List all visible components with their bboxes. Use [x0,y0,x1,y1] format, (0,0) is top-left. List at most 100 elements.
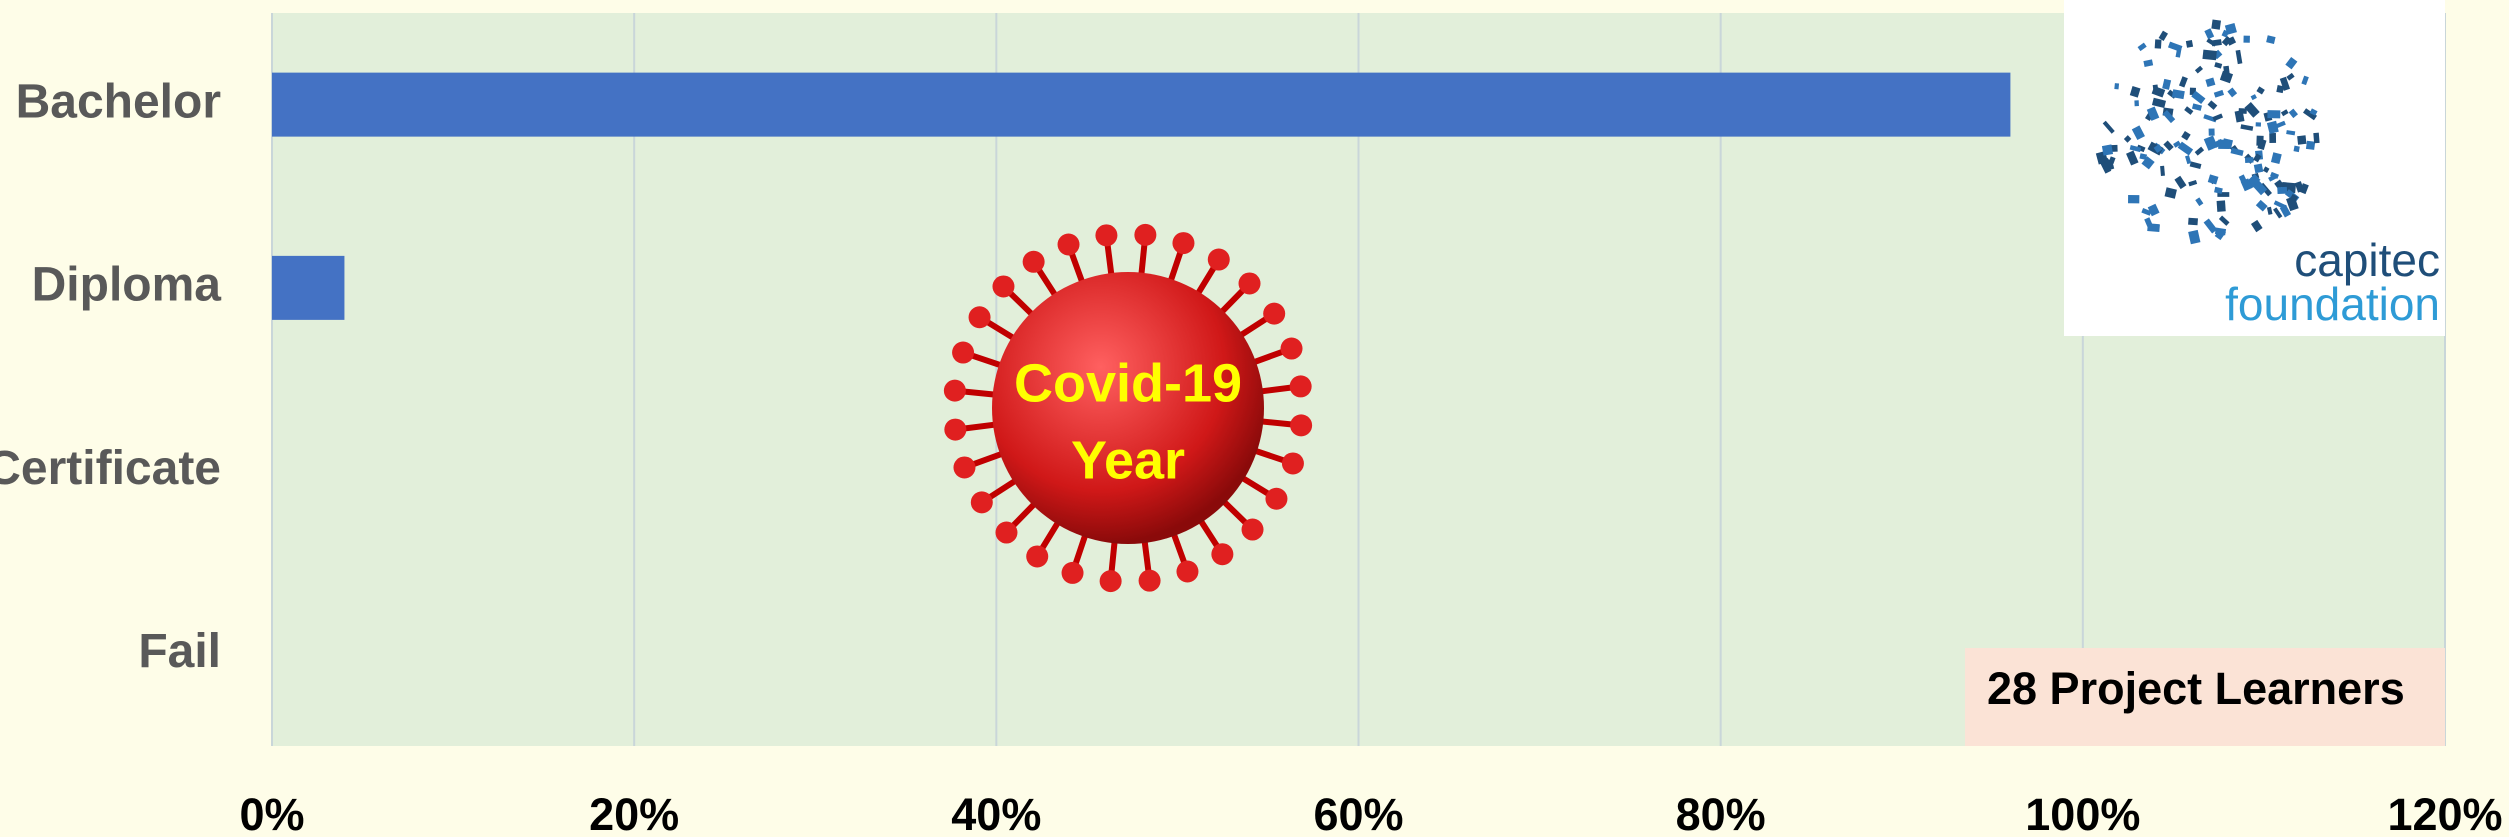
x-tick-label: 20% [589,789,679,837]
x-tick-label: 100% [2025,789,2140,837]
logo-glyph [2280,109,2289,117]
logo-glyph [2144,217,2154,231]
logo-glyph [2235,49,2243,65]
logo-glyph [2286,72,2295,81]
virus-spike-tip [995,521,1018,544]
logo-glyph [2181,130,2191,141]
logo-glyph [2250,94,2257,101]
logo-glyph [2255,122,2262,127]
logo-glyph [2195,197,2204,207]
logo-glyph [2126,150,2139,166]
logo-glyph [2270,152,2282,165]
logo-glyph [2305,140,2316,150]
annotation: Covid-19 [1014,353,1242,413]
logo-glyph [2285,56,2298,70]
logo-glyph [2253,153,2262,163]
logo-glyph [2158,30,2168,41]
virus-spike-tip [1263,302,1286,325]
logo-glyph [2164,187,2177,199]
virus-spike-tip [1022,250,1045,273]
virus-spike-tip [992,275,1015,298]
logo-glyph [2208,128,2215,136]
logo-glyph [2129,86,2141,98]
logo-glyph [2213,89,2225,98]
logo-glyph [2160,165,2165,176]
virus-spike-tip [1241,518,1264,541]
logo-glyph [2268,174,2277,182]
logo-glyph [2189,161,2202,170]
logo-glyph [2207,174,2219,185]
logo-glyph [2244,157,2254,163]
logo-glyph [2218,215,2230,226]
logo-glyph [2288,108,2298,119]
logo-glyph [2203,218,2218,234]
logo-glyph [2191,103,2202,111]
logo-glyph [2275,120,2286,129]
logo-glyph [2137,42,2147,52]
y-tick-label: Diploma [32,259,222,312]
logo-icon [2095,19,2320,245]
logo-glyph [2139,153,2148,160]
logo-glyph [2131,125,2145,141]
logo-text: capitec [2294,234,2440,286]
bar [272,72,2011,137]
logo-glyph [2154,39,2162,49]
logo-glyph [2178,76,2188,88]
logo-glyph [2273,200,2287,210]
logo-glyph [2299,183,2309,195]
logo-glyph [2266,120,2279,134]
logo-glyph [2247,173,2261,187]
logo-glyph [2184,106,2194,115]
logo-glyph [2152,84,2159,90]
logo-glyph [2230,147,2244,156]
logo-glyph [2204,28,2215,40]
logo-glyph [2269,133,2277,143]
logo-glyph [2194,65,2204,74]
virus-spike-tip [1172,232,1195,255]
virus-spike-tip [944,418,967,441]
logo-glyph [2163,140,2174,152]
virus-body [992,272,1264,544]
y-tick-label: Bachelor [16,75,221,128]
logo-glyph [2134,100,2139,107]
logo-glyph [2162,110,2176,124]
logo-glyph [2214,186,2223,194]
logo-glyph [2256,86,2265,95]
logo-glyph [2286,196,2299,212]
logo-glyph [2243,35,2250,43]
logo-glyph [2207,100,2218,110]
logo-glyph [2309,108,2318,116]
logo-glyph [2279,76,2291,91]
bars [272,72,2011,320]
logo-glyph [2177,141,2194,156]
logo-glyph [2273,207,2283,219]
logo-glyph [2203,135,2218,151]
logo-glyph [2303,108,2318,121]
x-tick-label: 120% [2387,789,2502,837]
logo-glyph [2191,90,2206,105]
logo-glyph [2213,138,2224,148]
y-tick-label: Fail [138,625,221,678]
logo-glyph [2255,199,2268,212]
logo-glyph [2244,102,2260,118]
logo-glyph [2103,157,2114,169]
x-tick-label: 60% [1313,789,1403,837]
logo-glyph [2274,179,2285,190]
logo-glyph [2129,145,2142,153]
logo-glyph [2234,110,2245,123]
bar [272,255,345,320]
logo-glyph [2114,83,2120,90]
virus-spike-tip [1289,375,1312,398]
virus-spike-tip [1176,560,1199,583]
virus-spike-tip [1265,487,1288,510]
x-tick-label: 80% [1676,789,1766,837]
logo-glyph [2171,89,2185,100]
logo-glyph [2211,39,2222,47]
logo-glyph [2286,130,2296,136]
logo-glyph [2252,180,2268,196]
logo-glyph [2141,156,2155,170]
logo-glyph [2188,217,2198,226]
virus-spike-tip [1061,561,1084,584]
y-tick-label: Certificate [0,442,221,495]
